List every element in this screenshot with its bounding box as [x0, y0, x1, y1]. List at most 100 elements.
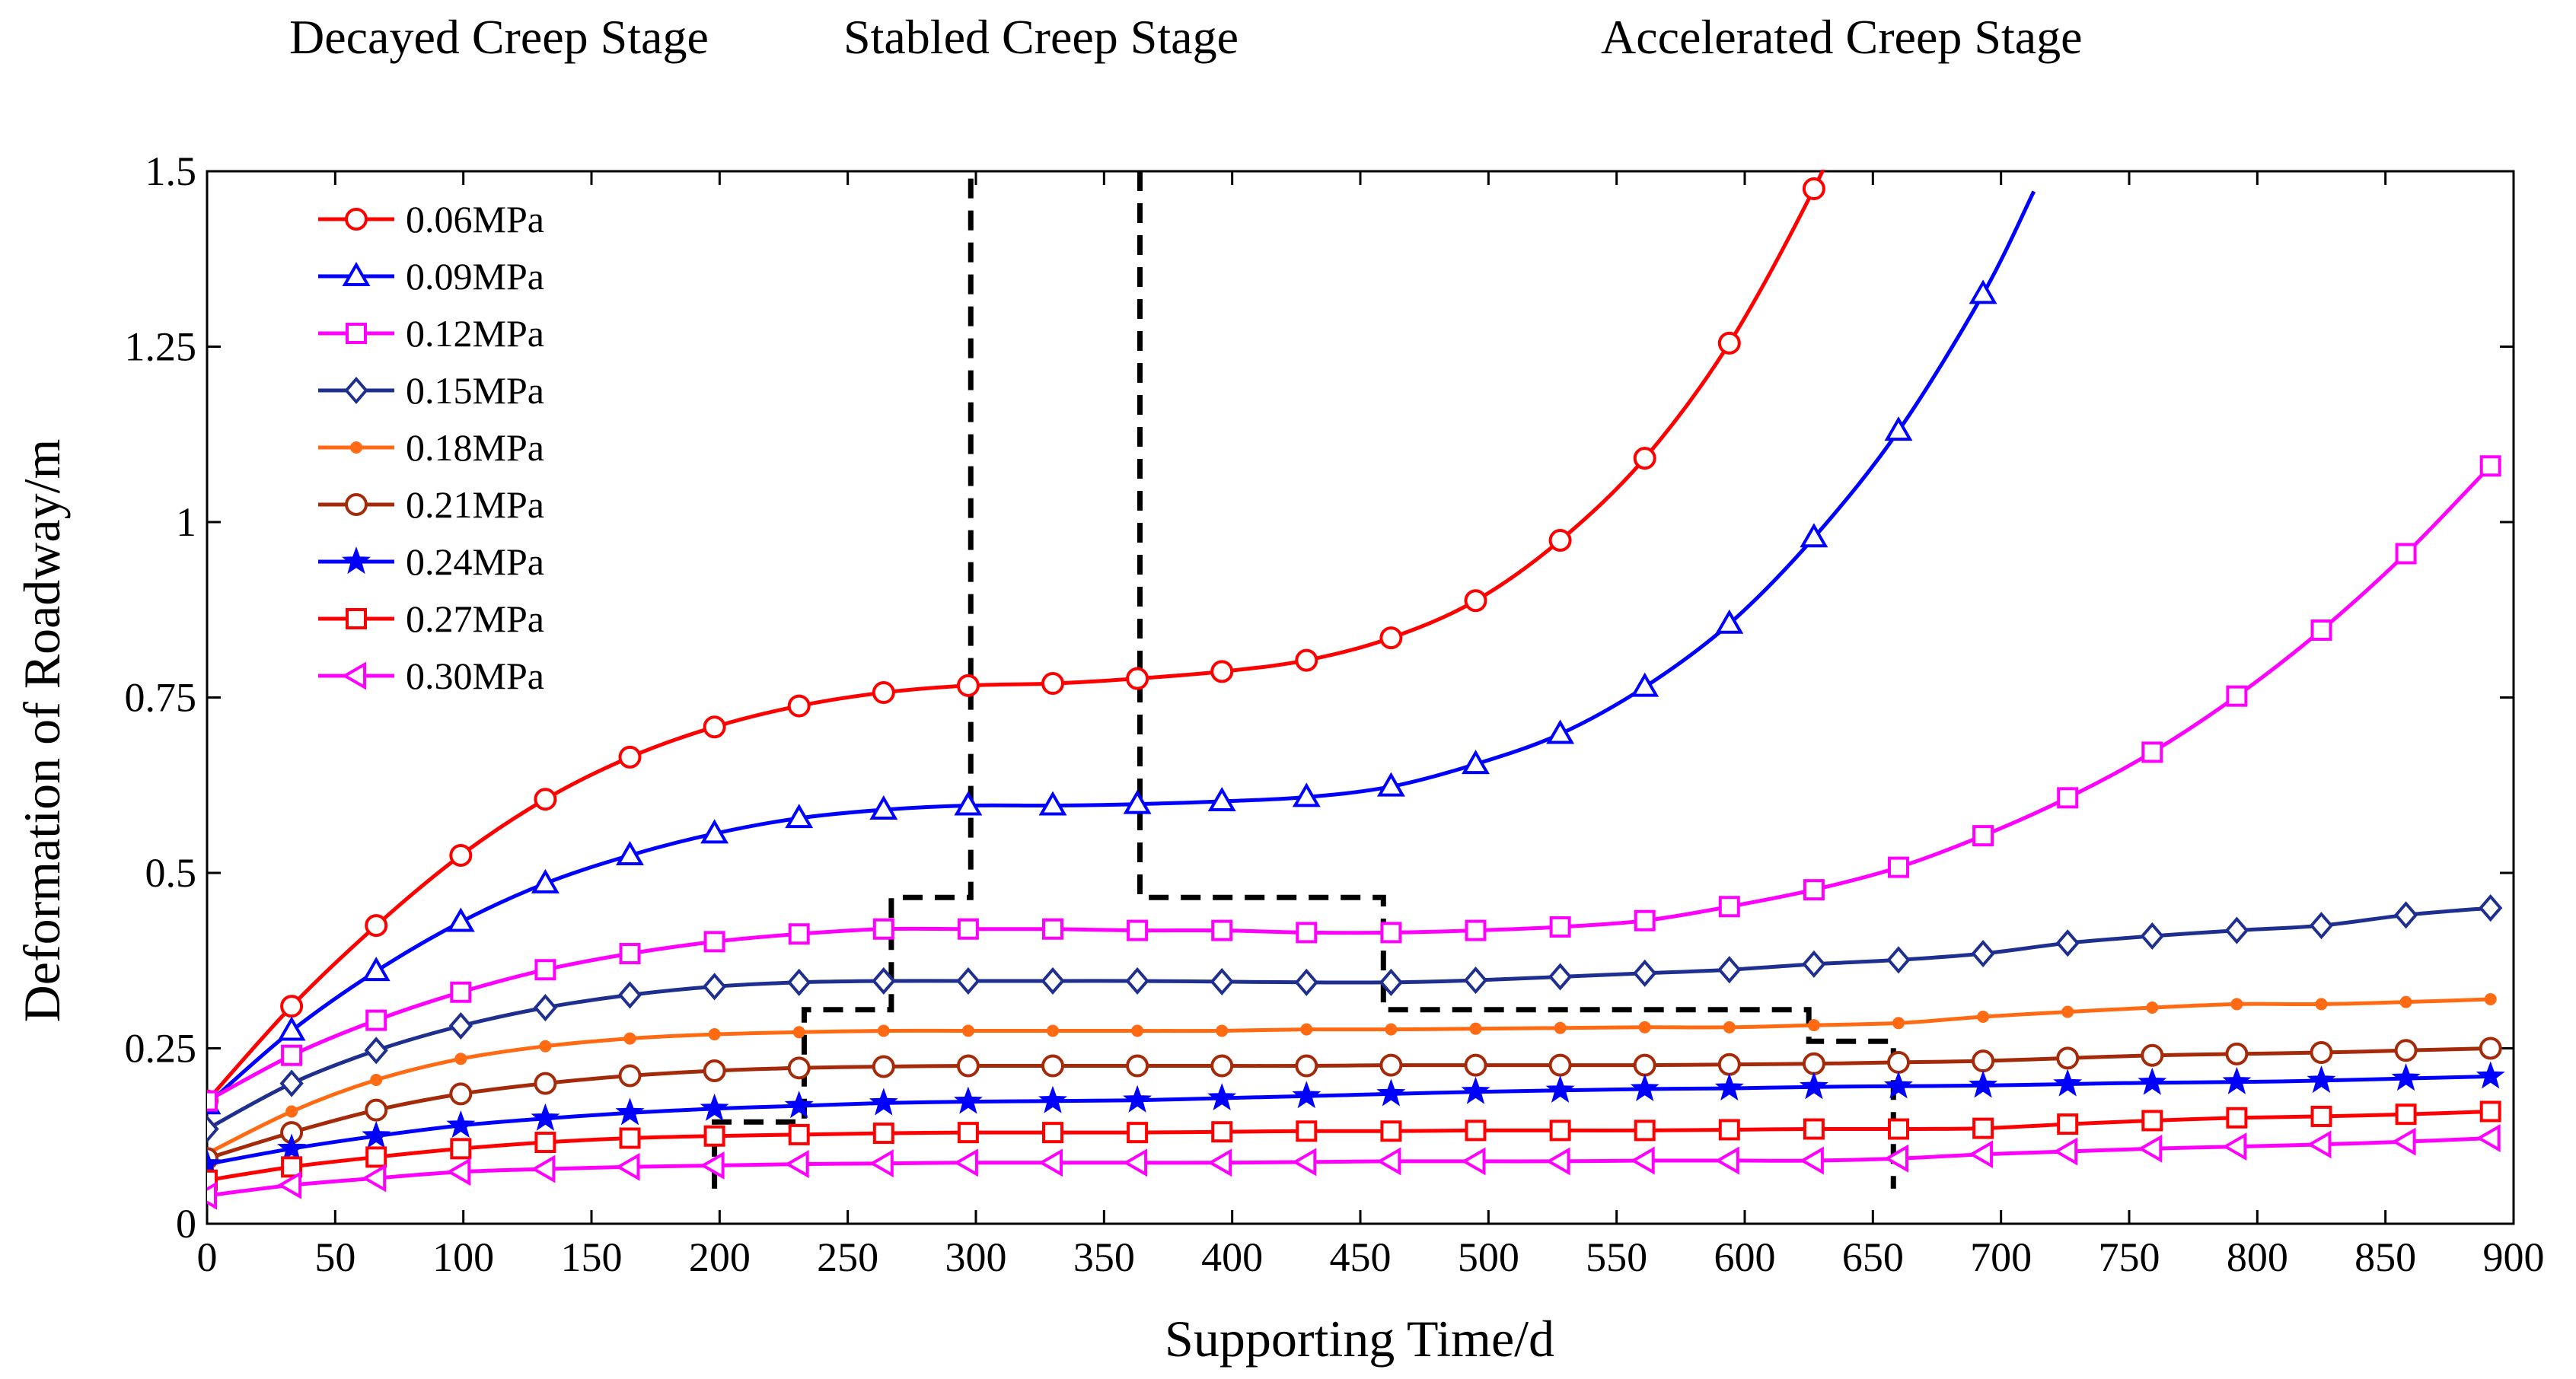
x-tick-label: 350: [1073, 1234, 1135, 1280]
data-point: [446, 907, 475, 932]
data-point: [1380, 1120, 1402, 1142]
data-point: [1461, 1147, 1486, 1176]
data-point: [281, 1156, 303, 1178]
data-point: [1210, 1054, 1234, 1078]
data-point: [1548, 1053, 1572, 1077]
y-tick-label: 0.25: [125, 1026, 197, 1072]
data-point: [1463, 967, 1488, 995]
data-point: [1634, 909, 1656, 932]
data-point: [277, 1133, 307, 1161]
data-point: [2484, 992, 2497, 1005]
stage-boundary-right: [1137, 171, 1896, 1189]
data-point: [1210, 967, 1234, 995]
data-point: [1807, 1019, 1820, 1032]
data-point: [1126, 1054, 1149, 1078]
data-point: [2395, 1104, 2417, 1126]
data-point: [1631, 672, 1659, 697]
data-point: [2394, 1039, 2418, 1062]
x-tick-label: 750: [2099, 1234, 2160, 1280]
legend-label: 0.27MPa: [406, 597, 544, 640]
legend-item: 0.15MPa: [318, 369, 544, 412]
data-point: [1714, 1073, 1744, 1101]
data-point: [531, 1103, 560, 1131]
x-tick-label: 550: [1586, 1234, 1647, 1280]
stage-boundary-left: [712, 171, 974, 1189]
legend-marker: [350, 441, 362, 454]
series-0.24MPa: [207, 1061, 2505, 1177]
data-point: [1715, 609, 1744, 634]
data-point: [362, 1164, 387, 1193]
y-tick-label: 1.25: [125, 324, 197, 370]
data-point: [1207, 1083, 1237, 1111]
legend-marker: [342, 261, 371, 286]
data-point: [2222, 1132, 2247, 1161]
legend-label: 0.12MPa: [406, 312, 544, 355]
x-tick-label: 150: [561, 1234, 623, 1280]
data-point: [1123, 1084, 1153, 1113]
data-point: [700, 819, 729, 844]
legend-item: 0.27MPa: [318, 597, 544, 640]
data-point: [1295, 1054, 1318, 1078]
data-point: [362, 1120, 391, 1148]
data-point: [365, 914, 388, 938]
x-tick-label: 450: [1330, 1234, 1392, 1280]
series-0.18MPa: [207, 992, 2497, 1160]
data-point: [2225, 1042, 2249, 1065]
data-point: [2140, 922, 2164, 951]
data-point: [1969, 279, 1997, 304]
data-point: [1803, 879, 1825, 901]
legend: 0.06MPa 0.09MPa 0.12MPa 0.15MPa 0.18MPa 0.21M…: [318, 198, 544, 697]
data-point: [618, 1064, 642, 1088]
data-point: [1300, 1023, 1313, 1036]
stage-boundaries: [712, 171, 1896, 1189]
series-0.06MPa: [207, 170, 1825, 1113]
data-point: [2230, 998, 2243, 1011]
data-point: [1292, 782, 1321, 807]
data-point: [1292, 1081, 1321, 1109]
data-point: [1548, 963, 1573, 991]
data-point: [1210, 660, 1234, 683]
data-point: [1717, 956, 1742, 984]
data-point: [1211, 1121, 1233, 1143]
data-point: [1803, 1118, 1825, 1140]
y-tick-label: 1: [176, 499, 196, 545]
data-point: [957, 918, 979, 940]
stage-label-accelerated: Accelerated Creep Stage: [1601, 10, 2083, 64]
legend-label: 0.09MPa: [406, 255, 544, 298]
data-point: [785, 804, 814, 829]
series-line-0.18MPa: [207, 997, 2491, 1156]
x-tick-label: 100: [432, 1234, 494, 1280]
data-point: [2226, 1107, 2248, 1129]
data-point: [2395, 543, 2417, 565]
series-line-0.21MPa: [207, 1046, 2491, 1161]
data-point: [2399, 995, 2412, 1008]
data-point: [1216, 1024, 1229, 1037]
data-point: [1295, 648, 1318, 672]
data-point: [700, 1151, 725, 1180]
y-tick-label: 1.5: [145, 148, 197, 194]
data-point: [533, 993, 558, 1022]
data-point: [872, 967, 896, 995]
data-point: [708, 1028, 721, 1041]
data-point: [280, 995, 304, 1018]
data-point: [1469, 1022, 1482, 1035]
data-point: [1376, 1147, 1401, 1176]
data-point: [2315, 998, 2328, 1011]
data-point: [956, 674, 980, 697]
legend-label: 0.24MPa: [406, 540, 544, 583]
data-point: [1545, 1147, 1570, 1176]
data-point: [1888, 1118, 1909, 1140]
data-point: [2053, 1137, 2078, 1166]
data-point: [207, 1115, 219, 1143]
data-point: [1887, 1050, 1910, 1074]
legend-label: 0.06MPa: [406, 198, 544, 240]
y-tick-label: 0.75: [125, 675, 197, 721]
data-point: [787, 1056, 811, 1080]
data-point: [1802, 950, 1826, 978]
legend-item: 0.12MPa: [318, 312, 544, 355]
data-point: [2479, 1037, 2502, 1060]
data-point: [285, 1105, 298, 1118]
x-tick-label: 700: [1970, 1234, 2032, 1280]
data-point: [1207, 1148, 1232, 1177]
data-point: [784, 1150, 809, 1179]
